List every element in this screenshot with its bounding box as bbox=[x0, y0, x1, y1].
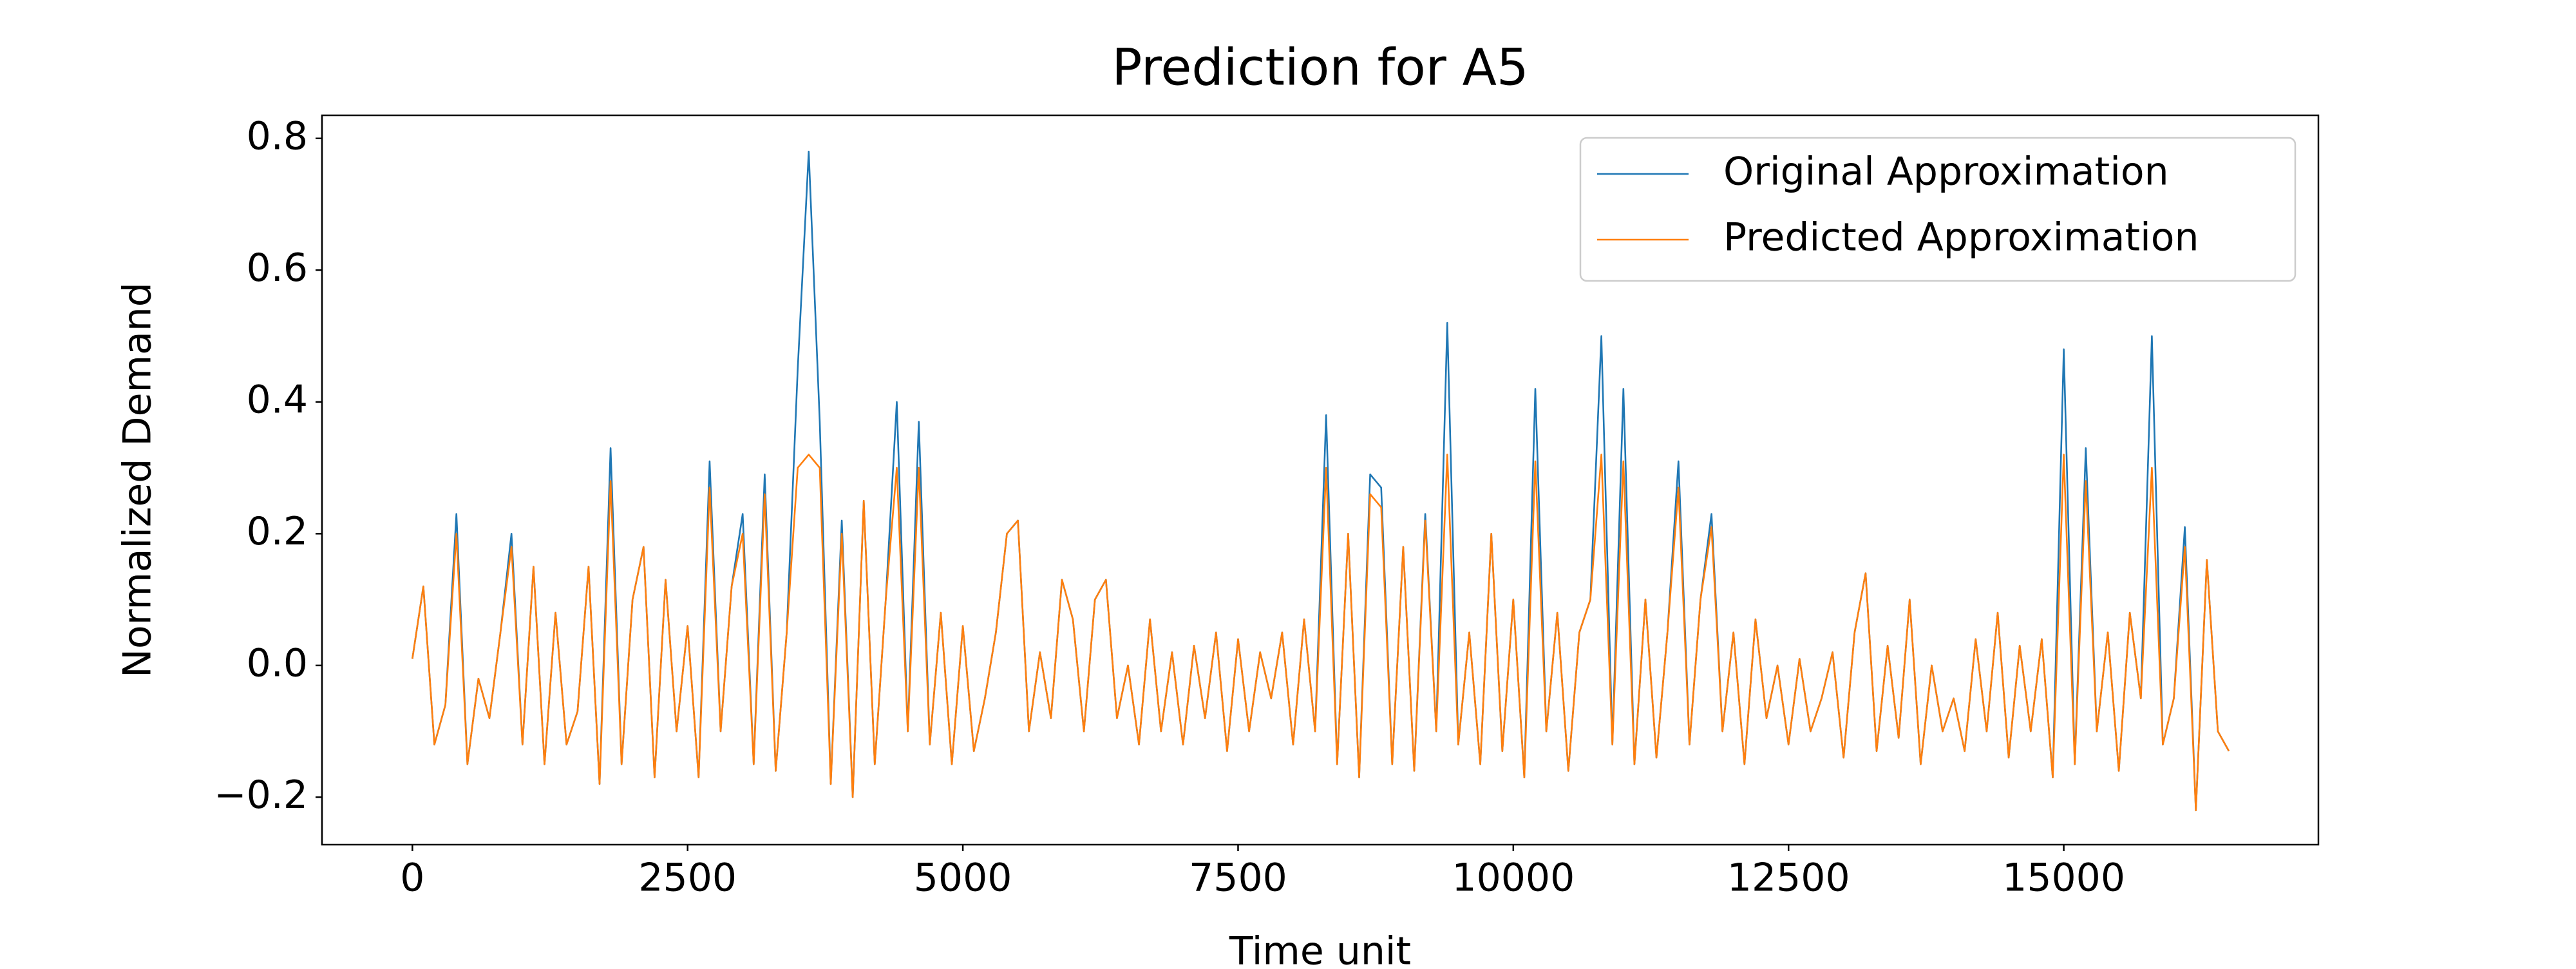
x-tick-label: 12500 bbox=[1727, 856, 1850, 901]
legend-label: Predicted Approximation bbox=[1723, 215, 2199, 260]
data-line bbox=[412, 454, 2230, 812]
y-tick-label: −0.2 bbox=[214, 772, 308, 818]
y-tick-label: 0.6 bbox=[247, 245, 308, 291]
chart-title: Prediction for A5 bbox=[1112, 39, 1528, 97]
x-tick-label: 2500 bbox=[638, 856, 737, 901]
x-tick-label: 10000 bbox=[1452, 856, 1575, 901]
y-tick-label: 0.0 bbox=[247, 640, 308, 686]
x-tick-label: 5000 bbox=[914, 856, 1012, 901]
y-tick-label: 0.2 bbox=[247, 509, 308, 554]
x-tick-label: 7500 bbox=[1189, 856, 1287, 901]
x-tick-label: 0 bbox=[400, 856, 424, 901]
y-tick-label: 0.4 bbox=[247, 377, 308, 422]
x-tick-label: 15000 bbox=[2002, 856, 2125, 901]
y-tick-label: 0.8 bbox=[247, 113, 308, 158]
legend-label: Original Approximation bbox=[1723, 149, 2169, 195]
axes-frame bbox=[321, 114, 2320, 846]
y-axis-label: Normalized Demand bbox=[115, 282, 160, 678]
x-axis-label: Time unit bbox=[1229, 929, 1411, 966]
legend-box bbox=[1579, 137, 2297, 282]
